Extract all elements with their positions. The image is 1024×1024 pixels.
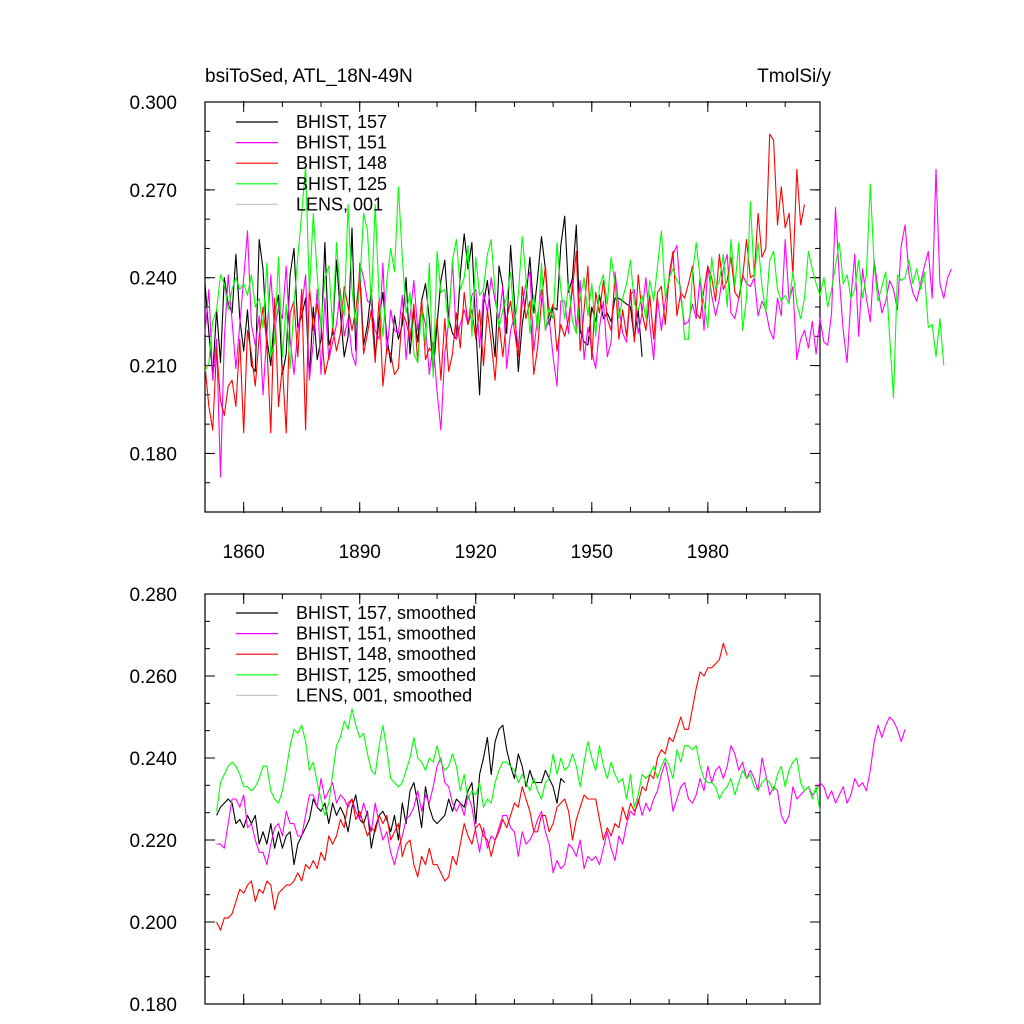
series-line-bhist-148-smoothed — [216, 642, 728, 931]
x-tick-label: 1890 — [339, 542, 381, 563]
legend-label: BHIST, 148, smoothed — [296, 644, 476, 664]
series-line-bhist-157-smoothed — [216, 724, 566, 866]
legend-label: BHIST, 125, smoothed — [296, 665, 476, 685]
legend-label: BHIST, 157, smoothed — [296, 603, 476, 623]
x-tick-label: 1950 — [571, 542, 613, 563]
chart-units: TmolSi/y — [757, 66, 831, 87]
x-tick-label: 1920 — [455, 542, 497, 563]
y-tick-label: 0.180 — [129, 444, 177, 465]
series-line-bhist-148 — [204, 133, 806, 434]
y-tick-label: 0.180 — [129, 995, 177, 1016]
plot-frame — [204, 593, 821, 1005]
y-tick-label: 0.220 — [129, 831, 177, 852]
legend-label: LENS, 001, smoothed — [296, 685, 472, 705]
x-tick-label: 1980 — [687, 542, 729, 563]
legend-label: BHIST, 125 — [296, 174, 387, 194]
top-panel: 1860 1890 1920 1950 1980 0.300 0.270 0.240 0.210… — [129, 93, 953, 563]
y-tick-label: 0.240 — [129, 749, 177, 770]
x-tick-label: 1860 — [223, 542, 265, 563]
series-line-bhist-125 — [204, 165, 945, 399]
y-tick-label: 0.270 — [129, 181, 177, 202]
y-tick-label: 0.280 — [129, 585, 177, 606]
y-tick-label: 0.210 — [129, 357, 177, 378]
y-tick-label: 0.260 — [129, 667, 177, 688]
y-tick-label: 0.200 — [129, 913, 177, 934]
series-line-bhist-151 — [204, 168, 953, 478]
series-line-bhist-157 — [204, 215, 643, 396]
chart-title: bsiToSed, ATL_18N-49N — [205, 66, 413, 87]
y-tick-label: 0.300 — [129, 93, 177, 114]
legend-label: BHIST, 157 — [296, 112, 387, 132]
legend-label: BHIST, 151, smoothed — [296, 624, 476, 644]
legend-label: BHIST, 148 — [296, 153, 387, 173]
bottom-panel: 0.280 0.260 0.240 0.220 0.200 0.180 BHIST, 157… — [129, 585, 906, 1016]
series-line-bhist-125-smoothed — [216, 708, 821, 816]
legend-label: LENS, 001 — [296, 194, 383, 214]
legend-label: BHIST, 151 — [296, 133, 387, 153]
y-tick-label: 0.240 — [129, 269, 177, 290]
